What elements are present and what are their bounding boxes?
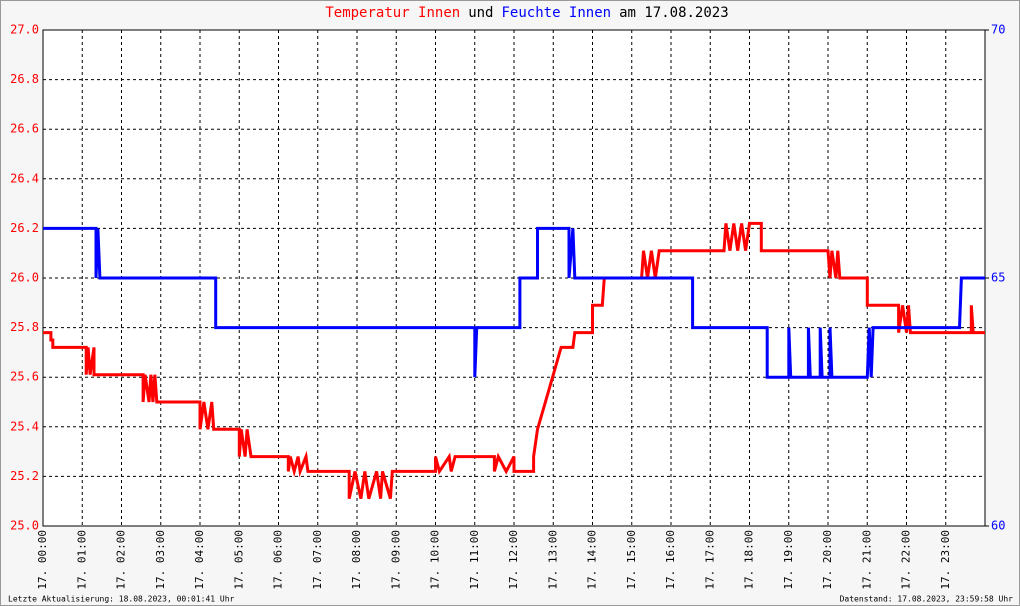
x-tick-label: 17. 07:00 bbox=[311, 530, 324, 590]
x-tick-label: 17. 20:00 bbox=[821, 530, 834, 590]
x-tick-label: 17. 08:00 bbox=[350, 530, 363, 590]
footer-right: Datenstand: 17.08.2023, 23:59:58 Uhr bbox=[840, 595, 1014, 604]
y2-tick-label: 70 bbox=[991, 23, 1005, 37]
x-tick-label: 17. 02:00 bbox=[115, 530, 128, 590]
y-tick-label: 25.0 bbox=[10, 519, 39, 533]
x-tick-label: 17. 21:00 bbox=[860, 530, 873, 590]
x-tick-label: 17. 11:00 bbox=[468, 530, 481, 590]
x-tick-label: 17. 09:00 bbox=[389, 530, 402, 590]
y-tick-label: 25.4 bbox=[10, 419, 39, 433]
y-tick-label: 26.4 bbox=[10, 171, 39, 185]
y2-tick-label: 60 bbox=[991, 519, 1005, 533]
x-tick-label: 17. 03:00 bbox=[154, 530, 167, 590]
y-tick-label: 26.8 bbox=[10, 72, 39, 86]
y-tick-label: 26.2 bbox=[10, 221, 39, 235]
x-tick-label: 17. 23:00 bbox=[939, 530, 952, 590]
x-tick-label: 17. 06:00 bbox=[272, 530, 285, 590]
x-tick-label: 17. 19:00 bbox=[782, 530, 795, 590]
y-tick-label: 26.0 bbox=[10, 271, 39, 285]
footer-left: Letzte Aktualisierung: 18.08.2023, 00:01… bbox=[8, 595, 235, 604]
series-line bbox=[43, 221, 985, 500]
x-tick-label: 17. 12:00 bbox=[507, 530, 520, 590]
y-tick-label: 25.2 bbox=[10, 469, 39, 483]
x-tick-label: 17. 04:00 bbox=[193, 530, 206, 590]
x-tick-label: 17. 10:00 bbox=[429, 530, 442, 590]
x-tick-label: 17. 17:00 bbox=[703, 530, 716, 590]
x-tick-label: 17. 14:00 bbox=[586, 530, 599, 590]
x-tick-label: 17. 22:00 bbox=[900, 530, 913, 590]
x-tick-label: 17. 01:00 bbox=[75, 530, 88, 590]
y2-tick-label: 65 bbox=[991, 271, 1005, 285]
chart-title: Temperatur Innen und Feuchte Innen am 17.08… bbox=[325, 5, 728, 21]
title-temp: Temperatur Innen bbox=[325, 5, 460, 21]
title-joiner: und bbox=[468, 5, 493, 21]
x-tick-label: 17. 13:00 bbox=[546, 530, 559, 590]
x-tick-label: 17. 18:00 bbox=[743, 530, 756, 590]
x-tick-label: 17. 00:00 bbox=[36, 530, 49, 590]
title-hum: Feuchte Innen bbox=[502, 5, 612, 21]
title-date: am 17.08.2023 bbox=[619, 5, 729, 21]
y-tick-label: 26.6 bbox=[10, 122, 39, 136]
y-tick-label: 25.6 bbox=[10, 370, 39, 384]
y-tick-label: 25.8 bbox=[10, 320, 39, 334]
y-tick-label: 27.0 bbox=[10, 23, 39, 37]
x-tick-label: 17. 15:00 bbox=[625, 530, 638, 590]
x-tick-label: 17. 16:00 bbox=[664, 530, 677, 590]
series-line bbox=[43, 226, 985, 379]
x-tick-label: 17. 05:00 bbox=[232, 530, 245, 590]
